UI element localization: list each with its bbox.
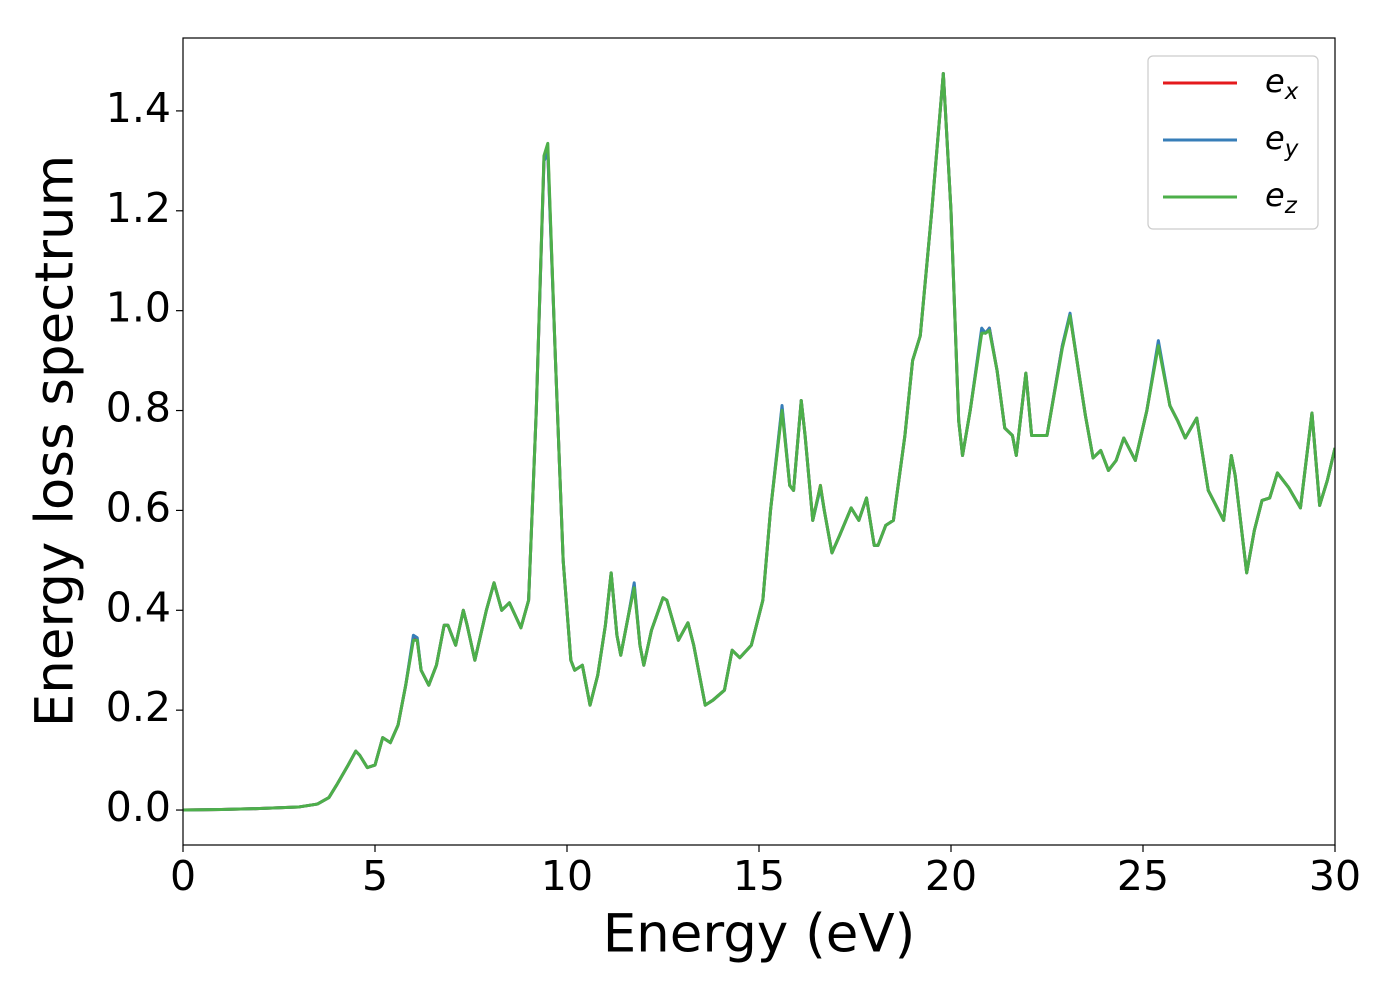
x-axis-label: Energy (eV) [603, 904, 916, 965]
y-tick-label: 0.4 [106, 583, 171, 631]
x-tick-label: 0 [170, 852, 196, 900]
y-axis-label: Energy loss spectrum [25, 155, 86, 727]
legend-label: ez [1265, 176, 1298, 219]
y-tick-label: 1.4 [106, 84, 171, 132]
y-tick-label: 0.6 [106, 483, 171, 531]
x-tick-label: 20 [925, 852, 977, 900]
x-tick-label: 10 [541, 852, 593, 900]
legend-label: ex [1265, 62, 1299, 105]
y-tick-label: 0.2 [106, 683, 171, 731]
y-tick-label: 0.0 [106, 783, 171, 831]
x-tick-label: 30 [1309, 852, 1361, 900]
line [183, 71, 1335, 812]
legend-box [1147, 55, 1319, 230]
x-tick-label: 15 [733, 852, 785, 900]
y-tick-label: 0.8 [106, 384, 171, 432]
x-tick-label: 25 [1117, 852, 1169, 900]
y-tick-label: 1.2 [106, 184, 171, 232]
x-tick-label: 5 [362, 852, 388, 900]
plot-frame [182, 37, 1336, 846]
y-tick-label: 1.0 [106, 284, 171, 332]
legend-label: ey [1265, 119, 1299, 162]
